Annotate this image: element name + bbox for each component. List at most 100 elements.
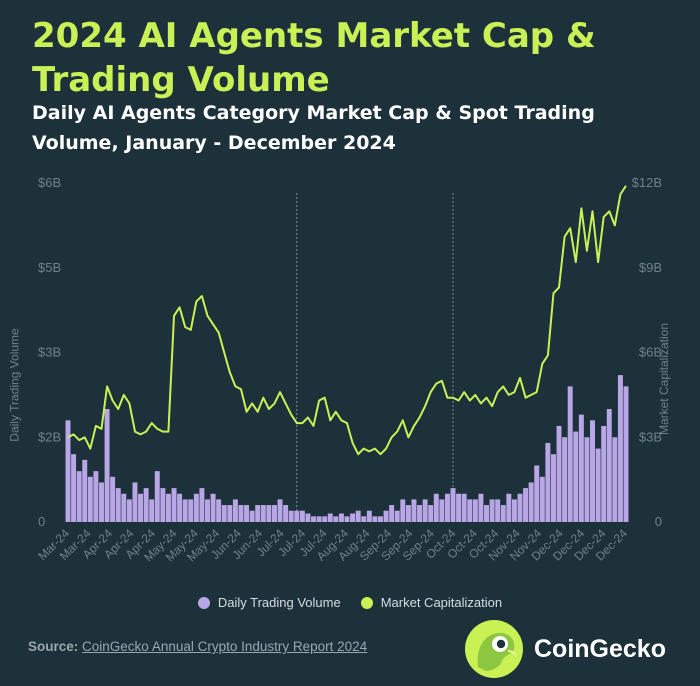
volume-bar [138,493,144,522]
chart-subtitle: Daily AI Agents Category Market Cap & Sp… [32,102,595,154]
volume-bar [338,513,344,522]
volume-bar [221,505,227,522]
volume-bar [595,448,601,522]
volume-bar [171,488,177,522]
volume-bar [344,516,350,522]
chart-legend: Daily Trading Volume Market Capitalizati… [0,595,700,610]
y-left-tick-label: $6B [38,175,61,190]
volume-bar [456,493,462,522]
volume-bar [271,505,277,522]
volume-bar [411,499,417,522]
volume-bar [417,505,423,522]
volume-bar [550,454,556,522]
chart-title: 2024 AI Agents Market Cap & Trading Volu… [32,16,596,100]
y-right-tick-label: 0 [655,514,662,529]
volume-bar [104,409,110,522]
volume-bar [210,493,216,522]
volume-bar [428,505,434,522]
volume-bar [590,420,596,522]
volume-bar [199,488,205,522]
volume-bar [316,516,322,522]
legend-item-market-cap[interactable]: Market Capitalization [360,595,503,610]
y-right-tick-label: $3B [639,429,662,444]
volume-bar [132,482,138,522]
volume-bar [249,510,255,522]
volume-bar [573,431,579,522]
volume-bar [121,493,127,522]
volume-bar [394,510,400,522]
volume-bar [126,499,132,522]
volume-bar [333,516,339,522]
volume-bar [71,454,77,522]
volume-bar [433,493,439,522]
volume-bar [232,499,238,522]
y-left-tick-label: $5B [38,260,61,275]
legend-swatch-volume [197,596,210,609]
volume-bar [405,505,411,522]
volume-bar [283,505,289,522]
volume-bar [562,437,568,522]
volume-bar [327,513,333,522]
volume-bar [165,493,171,522]
volume-bar [238,505,244,522]
volume-bar [182,499,188,522]
volume-bar [506,493,512,522]
volume-bar [523,488,529,522]
brand[interactable]: CoinGecko [464,619,666,679]
volume-bar [623,386,629,522]
volume-bar [93,471,99,522]
volume-bar [149,499,155,522]
volume-bar [361,516,367,522]
volume-bar [377,516,383,522]
volume-bar [294,510,300,522]
volume-bar [154,471,160,522]
y-right-tick-label: $9B [639,260,662,275]
volume-bar [539,476,545,522]
legend-label-volume: Daily Trading Volume [217,595,341,610]
volume-bar [322,516,328,522]
volume-bar [305,513,311,522]
volume-bar [511,499,517,522]
y-left-tick-label: $3B [38,345,61,360]
volume-bar [160,488,166,522]
volume-bar [422,499,428,522]
volume-bar [299,510,305,522]
volume-bar [528,482,534,522]
volume-bar [244,505,250,522]
volume-bar [444,493,450,522]
volume-bar [517,493,523,522]
volume-bar [612,437,618,522]
volume-bar [311,516,317,522]
volume-bar [484,505,489,522]
volume-bar [489,499,495,522]
source-link[interactable]: CoinGecko Annual Crypto Industry Report … [82,639,368,654]
volume-bar [366,510,372,522]
source-footer: Source: CoinGecko Annual Crypto Industry… [28,639,367,654]
volume-bar [495,499,501,522]
volume-bar [288,510,294,522]
brand-name: CoinGecko [534,634,666,663]
y-right-tick-label: $12B [632,175,662,190]
volume-bar [606,409,612,522]
volume-bar [383,510,389,522]
volume-bar [255,505,261,522]
volume-bar [205,499,210,522]
market-cap-line [67,185,627,456]
volume-bar [439,499,445,522]
volume-bar [545,442,551,522]
y-axis-right-title: Market Capitalization [657,322,672,436]
volume-bar [227,505,233,522]
volume-bar [65,420,71,522]
legend-item-volume[interactable]: Daily Trading Volume [197,595,341,610]
volume-bar [188,499,194,522]
legend-swatch-market-cap [360,596,373,609]
y-right-tick-label: $6B [639,345,662,360]
y-axis-left-title: Daily Trading Volume [7,328,22,442]
volume-bar [584,437,590,522]
volume-bar [372,516,378,522]
volume-bar [216,499,222,522]
legend-label-market-cap: Market Capitalization [380,595,503,610]
volume-bar [389,505,395,522]
volume-bar [110,476,116,522]
